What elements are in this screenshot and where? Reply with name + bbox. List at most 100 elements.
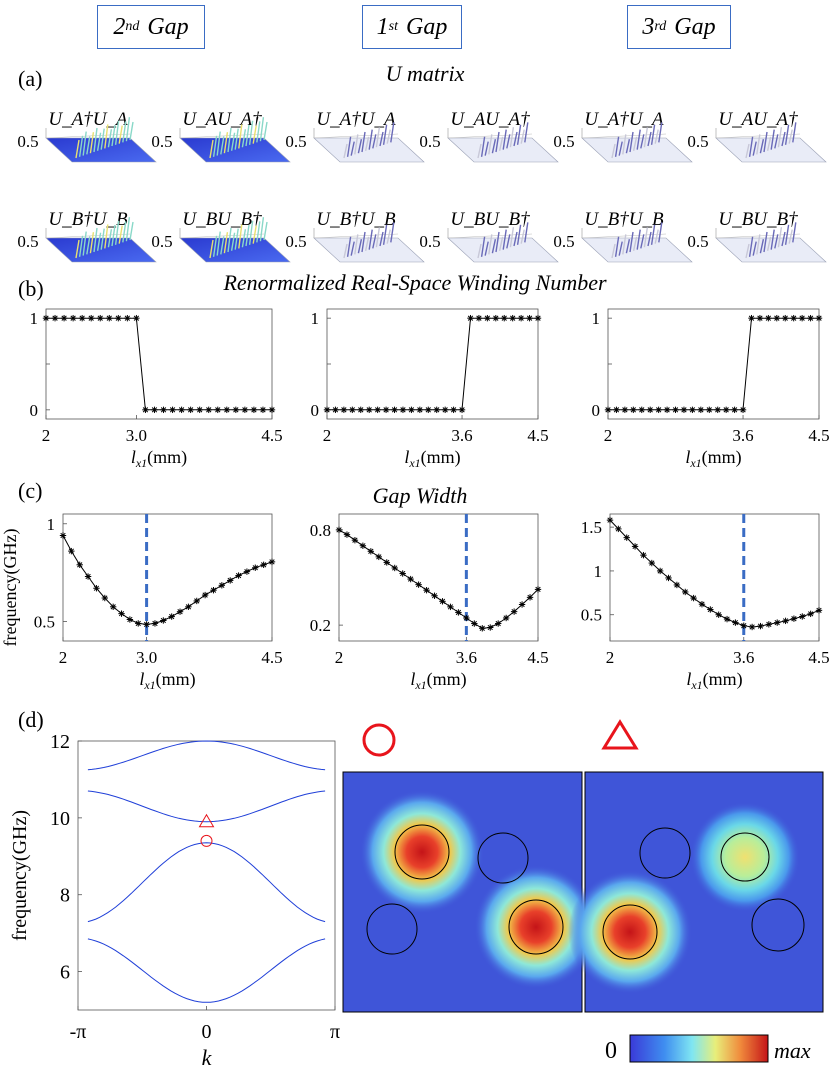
u-matrix-spike bbox=[100, 128, 105, 150]
u-matrix-spike bbox=[78, 235, 84, 257]
data-point bbox=[178, 407, 185, 413]
u-matrix-spike bbox=[495, 131, 500, 153]
u-matrix-spike bbox=[248, 120, 254, 145]
u-matrix-grid: U_A†U_A 0.5 U_AU_A† 0.5 U_A†U_A 0.5 U_AU_A† 0.5… bbox=[17, 109, 827, 263]
u-matrix-thumbnail: U_BU_B† 0.5 bbox=[687, 209, 827, 263]
series-line bbox=[62, 535, 273, 625]
u-matrix-spike bbox=[107, 229, 113, 248]
u-matrix-spike bbox=[346, 136, 352, 157]
data-point bbox=[227, 577, 233, 584]
chart-winding-1st: 2 3.6 4.5 0 1 lx1(mm) bbox=[311, 308, 549, 470]
u-matrix-axis bbox=[581, 133, 667, 139]
u-matrix-spike bbox=[509, 227, 515, 248]
u-matrix-label: U_BU_B† bbox=[718, 209, 798, 230]
x-tick-label: π bbox=[330, 1021, 340, 1043]
y-tick-label: 0.5 bbox=[581, 606, 602, 625]
data-point bbox=[657, 568, 663, 574]
u-matrix-spike bbox=[611, 243, 616, 259]
colorbar-max-label: max bbox=[774, 1038, 811, 1063]
u-matrix-spike bbox=[774, 234, 779, 249]
series-line bbox=[609, 519, 820, 628]
u-matrix-thumbnail: U_B†U_B 0.5 bbox=[553, 209, 693, 263]
data-point bbox=[110, 604, 116, 610]
chart-winding-3rd: 2 3.6 4.5 0 1 lx1(mm) bbox=[592, 308, 830, 470]
y-axis-label: frequency(GHz) bbox=[0, 529, 21, 647]
u-matrix-floor bbox=[447, 137, 559, 163]
u-matrix-spike bbox=[654, 129, 659, 144]
u-matrix-spike bbox=[354, 234, 359, 255]
u-matrix-spike bbox=[488, 234, 493, 255]
data-point bbox=[206, 407, 212, 413]
u-matrix-spike bbox=[777, 127, 783, 148]
u-matrix-spike bbox=[220, 236, 225, 255]
u-matrix-thumbnail: U_A†U_A 0.5 bbox=[553, 109, 693, 163]
data-point bbox=[344, 531, 350, 538]
u-matrix-spike bbox=[361, 131, 366, 153]
u-matrix-axis bbox=[45, 133, 131, 139]
u-matrix-spike bbox=[752, 141, 757, 156]
u-matrix-spike bbox=[647, 131, 652, 147]
gap-sup: nd bbox=[125, 19, 140, 34]
data-point bbox=[400, 570, 406, 577]
data-point bbox=[392, 565, 398, 571]
u-matrix-spike bbox=[100, 228, 105, 250]
u-matrix-spike bbox=[632, 236, 638, 251]
u-matrix-spike bbox=[122, 121, 127, 143]
data-point bbox=[447, 604, 454, 610]
data-point bbox=[366, 407, 372, 413]
data-point bbox=[715, 407, 721, 413]
band-line bbox=[87, 938, 326, 1003]
u-matrix-spike bbox=[129, 221, 134, 241]
x-tick-label: 4.5 bbox=[527, 648, 548, 667]
u-matrix-spike bbox=[516, 224, 522, 245]
data-point bbox=[455, 609, 462, 616]
y-tick-label: 0 bbox=[30, 401, 39, 420]
data-point bbox=[407, 576, 414, 582]
u-matrix-spike bbox=[350, 241, 355, 256]
x-tick-label: 4.5 bbox=[261, 426, 282, 445]
u-matrix-spike bbox=[234, 128, 239, 150]
data-point bbox=[244, 568, 250, 575]
u-matrix-spike bbox=[484, 241, 489, 256]
u-matrix-spike bbox=[216, 131, 221, 156]
u-matrix-spike bbox=[390, 222, 395, 243]
u-matrix-spike bbox=[364, 236, 370, 251]
gap-num: 1 bbox=[376, 13, 389, 40]
data-point bbox=[260, 562, 267, 568]
y-tick-label: 1 bbox=[592, 309, 601, 328]
u-matrix-spike bbox=[357, 139, 363, 154]
data-point bbox=[194, 598, 200, 604]
gap-word: Gap bbox=[406, 13, 448, 40]
x-axis-label: lx1(mm) bbox=[404, 447, 460, 470]
chart-gapwidth-3rd: 2 3.6 4.5 0.5 1 1.5 lx1(mm) bbox=[581, 513, 830, 692]
data-point bbox=[358, 407, 364, 413]
data-point bbox=[70, 315, 76, 321]
field-hotspot bbox=[474, 865, 598, 989]
x-tick-label: 4.5 bbox=[261, 648, 282, 667]
u-matrix-spike bbox=[89, 232, 95, 254]
data-point bbox=[61, 315, 67, 321]
u-matrix-axis bbox=[715, 233, 801, 239]
u-matrix-spike bbox=[502, 229, 507, 250]
data-point bbox=[197, 407, 203, 413]
u-matrix-tick-label: 0.5 bbox=[151, 232, 172, 251]
u-matrix-spike bbox=[622, 134, 627, 155]
data-point bbox=[376, 554, 382, 560]
u-matrix-spike bbox=[129, 121, 134, 141]
data-point bbox=[527, 594, 533, 600]
data-point bbox=[151, 407, 158, 413]
data-point bbox=[665, 575, 672, 581]
u-matrix-spike bbox=[658, 122, 663, 143]
u-matrix-spike bbox=[788, 129, 793, 144]
data-point bbox=[672, 407, 679, 413]
u-matrix-floor bbox=[179, 237, 291, 263]
data-point bbox=[484, 315, 491, 321]
data-point bbox=[535, 586, 541, 593]
data-point bbox=[160, 407, 167, 413]
data-point bbox=[269, 559, 275, 565]
u-matrix-spike bbox=[488, 134, 493, 155]
data-point bbox=[260, 407, 266, 413]
data-point bbox=[269, 407, 275, 413]
u-matrix-spike bbox=[89, 132, 95, 154]
